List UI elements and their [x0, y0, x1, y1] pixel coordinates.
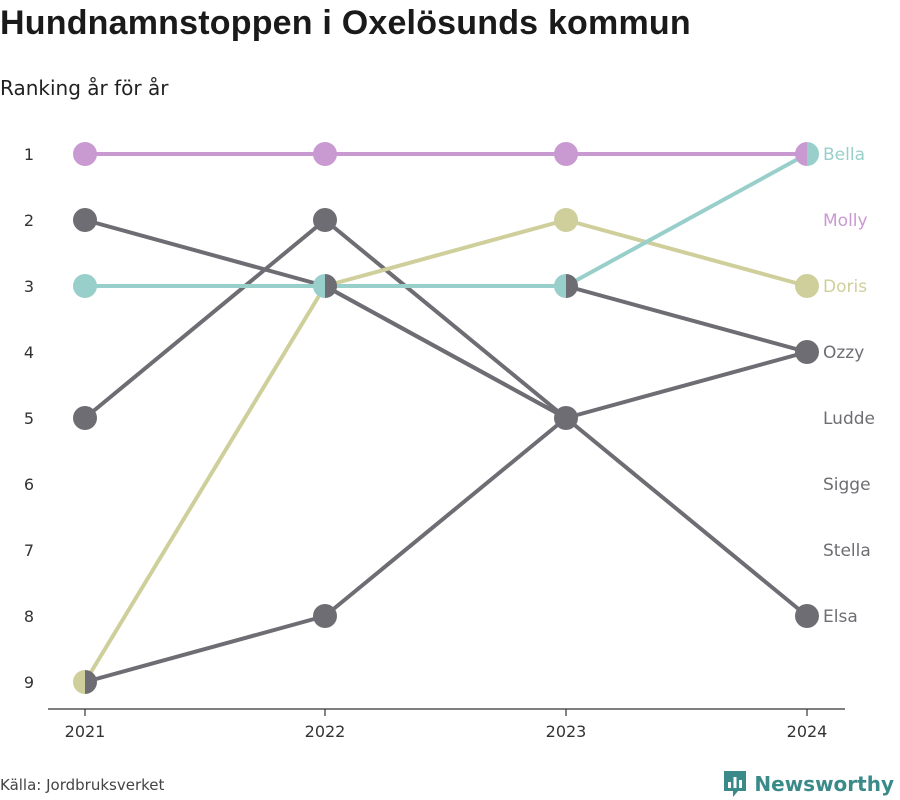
x-axis-ticks: 2021 2022 2023 2024 — [65, 709, 828, 741]
y-tick-label: 4 — [24, 343, 34, 362]
chart-subtitle: Ranking år för år — [0, 76, 169, 100]
data-point — [73, 274, 97, 298]
data-point — [554, 406, 578, 430]
end-label-ludde: Ludde — [823, 409, 875, 429]
data-point-left-half — [313, 274, 325, 298]
newsworthy-logo-icon — [724, 771, 747, 797]
end-label-sigge: Sigge — [823, 475, 871, 495]
data-point — [554, 142, 578, 166]
data-point-right-half — [325, 274, 337, 298]
data-point — [795, 604, 819, 628]
brand-name: Newsworthy — [754, 772, 894, 796]
x-tick-label: 2023 — [546, 722, 587, 741]
bump-chart: 1 2 3 4 5 6 7 8 9 2021 2022 2023 2024 Bella Molly Dor… — [24, 142, 875, 741]
brand-logo[interactable]: Newsworthy — [722, 769, 894, 799]
series-lines — [83, 152, 809, 684]
chart-title: Hundnamnstoppen i Oxelösunds kommun — [0, 4, 691, 42]
data-point — [795, 340, 819, 364]
end-label-doris: Doris — [823, 277, 867, 297]
series-line-ludde — [83, 218, 568, 420]
data-point — [313, 604, 337, 628]
series-line-doris — [83, 218, 809, 684]
end-label-bella: Bella — [823, 145, 865, 165]
data-point-left-half — [554, 274, 566, 298]
series-line-bella — [83, 152, 809, 288]
series-line-elsa — [323, 284, 809, 618]
series-line-sigge — [83, 218, 568, 420]
x-tick-label: 2022 — [305, 722, 346, 741]
y-tick-label: 6 — [24, 475, 34, 494]
series-line-stella — [83, 350, 809, 684]
data-point-left-half — [73, 670, 85, 694]
x-tick-label: 2024 — [787, 722, 828, 741]
data-point — [73, 142, 97, 166]
data-point — [554, 208, 578, 232]
y-tick-label: 5 — [24, 409, 34, 428]
source-note: Källa: Jordbruksverket — [0, 776, 165, 794]
y-tick-label: 2 — [24, 211, 34, 230]
end-labels: Bella Molly Doris Ozzy Ludde Sigge Stella Elsa — [823, 145, 875, 627]
y-axis-tick-labels: 1 2 3 4 5 6 7 8 9 — [24, 145, 34, 692]
data-point-right-half — [566, 274, 578, 298]
data-point — [313, 142, 337, 166]
data-point-right-half — [85, 670, 97, 694]
y-tick-label: 9 — [24, 673, 34, 692]
x-tick-label: 2021 — [65, 722, 106, 741]
end-label-stella: Stella — [823, 541, 871, 561]
y-tick-label: 1 — [24, 145, 34, 164]
y-tick-label: 3 — [24, 277, 34, 296]
data-point — [73, 208, 97, 232]
end-label-ozzy: Ozzy — [823, 343, 864, 363]
data-point-right-half — [807, 142, 819, 166]
data-point-left-half — [795, 142, 807, 166]
end-label-elsa: Elsa — [823, 607, 858, 627]
data-point — [73, 406, 97, 430]
end-label-molly: Molly — [823, 211, 868, 231]
series-points — [73, 142, 819, 694]
series-line-ozzy — [564, 284, 809, 354]
data-point — [313, 208, 337, 232]
y-tick-label: 7 — [24, 541, 34, 560]
y-tick-label: 8 — [24, 607, 34, 626]
data-point — [795, 274, 819, 298]
